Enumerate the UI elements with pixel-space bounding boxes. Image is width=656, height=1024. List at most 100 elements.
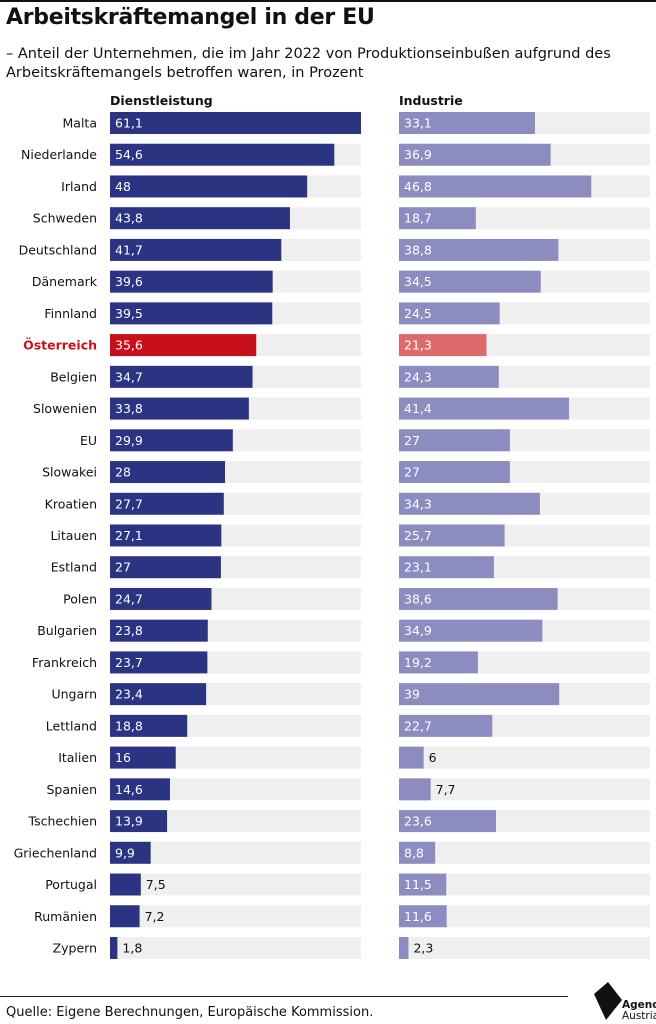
bar-industrie-dänemark <box>399 270 541 293</box>
category-label-bulgarien: Bulgarien <box>37 623 97 638</box>
data-label: 23,8 <box>115 623 143 638</box>
category-label-tschechien: Tschechien <box>28 814 97 829</box>
data-label: 18,7 <box>404 211 432 226</box>
bar-track <box>110 810 361 833</box>
series-header-dienstleistung: Dienstleistung <box>110 93 213 108</box>
category-label-schweden: Schweden <box>33 211 97 226</box>
bar-industrie-bulgarien <box>399 619 543 642</box>
bar-track <box>399 873 650 896</box>
data-label: 19,2 <box>404 655 432 670</box>
bar-industrie-rumänien <box>399 905 447 928</box>
data-label: 27,7 <box>115 496 143 511</box>
logo-text-austria: Austria <box>622 1010 656 1022</box>
category-label-litauen: Litauen <box>50 528 97 543</box>
category-label-malta: Malta <box>63 116 97 131</box>
bar-dienstleistung-frankreich <box>110 651 208 674</box>
bar-track <box>110 778 361 801</box>
category-label-slowenien: Slowenien <box>33 401 97 416</box>
data-label: 7,5 <box>146 877 166 892</box>
data-label: 41,4 <box>404 401 432 416</box>
category-label-dänemark: Dänemark <box>32 274 98 289</box>
data-label: 7,7 <box>436 782 456 797</box>
category-label-spanien: Spanien <box>46 782 97 797</box>
bar-industrie-zypern <box>399 936 409 959</box>
bar-industrie-tschechien <box>399 810 496 833</box>
bar-dienstleistung-tschechien <box>110 810 168 833</box>
bar-track <box>399 905 650 928</box>
bar-dienstleistung-portugal <box>110 873 141 896</box>
data-label: 14,6 <box>115 782 143 797</box>
bar-dienstleistung-eu <box>110 429 233 452</box>
bar-industrie-portugal <box>399 873 447 896</box>
bar-track <box>110 873 361 896</box>
category-label-polen: Polen <box>63 591 97 606</box>
bar-industrie-malta <box>399 112 535 134</box>
bar-industrie-finnland <box>399 302 500 325</box>
bar-dienstleistung-malta <box>110 112 361 134</box>
bar-dienstleistung-belgien <box>110 365 253 388</box>
bar-dienstleistung-spanien <box>110 778 170 801</box>
bar-industrie-estland <box>399 556 494 579</box>
data-label: 2,3 <box>413 940 433 955</box>
bar-dienstleistung-ungarn <box>110 683 207 706</box>
data-label: 16 <box>115 750 131 765</box>
data-label: 33,1 <box>404 116 432 131</box>
bar-track <box>399 746 650 769</box>
data-label: 24,5 <box>404 306 432 321</box>
bar-dienstleistung-lettland <box>110 714 188 737</box>
data-label: 34,7 <box>115 369 143 384</box>
data-label: 34,9 <box>404 623 432 638</box>
category-label-portugal: Portugal <box>45 877 97 892</box>
category-label-italien: Italien <box>58 750 97 765</box>
data-label: 43,8 <box>115 211 143 226</box>
bar-dienstleistung-griechenland <box>110 841 151 864</box>
data-label: 38,6 <box>404 591 432 606</box>
bar-industrie-deutschland <box>399 238 559 261</box>
bar-industrie-griechenland <box>399 841 436 864</box>
bar-track <box>110 905 361 928</box>
data-label: 23,1 <box>404 560 432 575</box>
data-label: 23,7 <box>115 655 143 670</box>
data-label: 34,5 <box>404 274 432 289</box>
data-label: 9,9 <box>115 845 135 860</box>
bar-track <box>399 778 650 801</box>
data-label: 25,7 <box>404 528 432 543</box>
bar-dienstleistung-irland <box>110 175 308 198</box>
bar-industrie-slowenien <box>399 397 570 420</box>
data-label: 28 <box>115 465 131 480</box>
bar-dienstleistung-schweden <box>110 207 290 230</box>
category-label-deutschland: Deutschland <box>19 242 97 257</box>
category-label-estland: Estland <box>51 560 97 575</box>
bar-track <box>110 841 361 864</box>
bar-dienstleistung-bulgarien <box>110 619 208 642</box>
bar-industrie-eu <box>399 429 510 452</box>
data-label: 13,9 <box>115 814 143 829</box>
data-label: 6 <box>429 750 437 765</box>
data-label: 1,8 <box>122 940 142 955</box>
bar-industrie-österreich <box>399 334 487 357</box>
data-label: 27 <box>115 560 131 575</box>
category-label-ungarn: Ungarn <box>51 687 97 702</box>
bar-dienstleistung-niederlande <box>110 143 335 166</box>
bar-industrie-ungarn <box>399 683 560 706</box>
category-label-österreich: Österreich <box>23 338 97 353</box>
bar-dienstleistung-dänemark <box>110 270 273 293</box>
bar-dienstleistung-estland <box>110 556 221 579</box>
logo-text-agenda: Agenda <box>622 999 656 1011</box>
data-label: 7,2 <box>145 909 165 924</box>
data-label: 33,8 <box>115 401 143 416</box>
top-rule <box>0 0 656 2</box>
bar-dienstleistung-italien <box>110 746 176 769</box>
data-label: 18,8 <box>115 718 143 733</box>
bar-industrie-belgien <box>399 365 499 388</box>
bar-dienstleistung-polen <box>110 587 212 610</box>
data-label: 48 <box>115 179 131 194</box>
bar-industrie-spanien <box>399 778 431 801</box>
bar-industrie-kroatien <box>399 492 540 515</box>
bar-dienstleistung-finnland <box>110 302 273 325</box>
bar-dienstleistung-zypern <box>110 936 118 959</box>
data-label: 8,8 <box>404 845 424 860</box>
data-label: 36,9 <box>404 147 432 162</box>
data-label: 35,6 <box>115 338 143 353</box>
data-label: 46,8 <box>404 179 432 194</box>
